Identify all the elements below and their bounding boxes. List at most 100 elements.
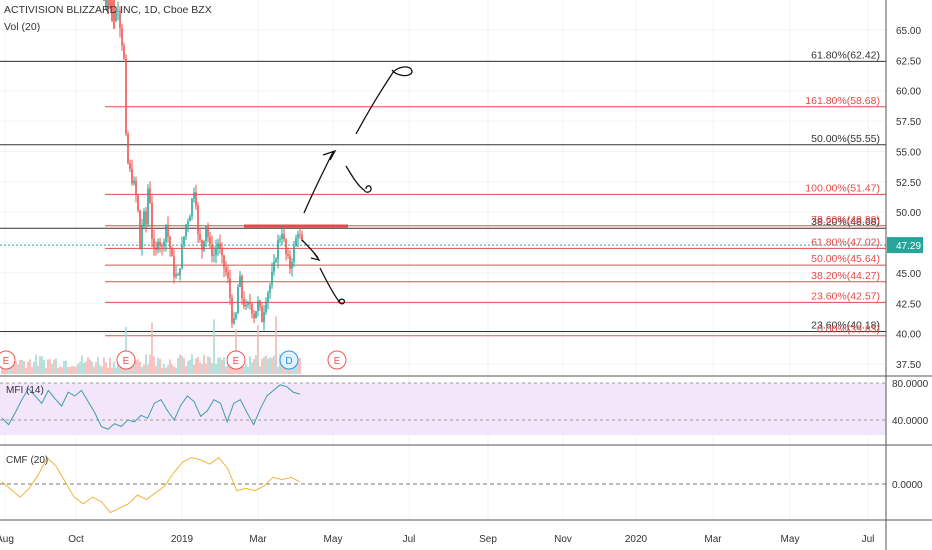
candle-body [283, 234, 285, 240]
cmf-series [0, 456, 886, 514]
volume-bar [91, 361, 93, 374]
candle-body [135, 180, 137, 195]
candle-body [243, 298, 245, 307]
candle-body [235, 313, 237, 319]
volume-bar [245, 363, 247, 374]
candle-body [287, 253, 289, 256]
volume-bar [219, 357, 221, 374]
hand-drawing [355, 73, 393, 135]
candle-body [277, 240, 279, 260]
volume-bar [37, 365, 39, 374]
volume-bar [167, 364, 169, 374]
candle-body [131, 168, 133, 184]
candle-body [207, 226, 209, 238]
candle-body [193, 192, 195, 199]
candle-body [121, 28, 123, 46]
volume-bar [287, 366, 289, 374]
volume-bar [63, 361, 65, 374]
event-marker[interactable]: E [0, 350, 16, 370]
event-marker-label: E [123, 356, 130, 367]
volume-bar [97, 357, 99, 374]
event-marker[interactable]: D [279, 350, 299, 370]
volume-bar [249, 356, 251, 374]
candle-body [291, 261, 293, 269]
volume-bar [165, 367, 167, 374]
candle-body [219, 243, 221, 249]
volume-bar [279, 354, 281, 374]
candle-body [245, 304, 247, 307]
time-tick-label: Sep [479, 534, 497, 545]
volume-bar [19, 360, 21, 374]
candle-body [197, 205, 199, 234]
fib-label: 61.80%(47.02) [811, 236, 880, 248]
cmf-label: CMF (20) [6, 455, 49, 466]
volume-bar [265, 355, 267, 374]
candle-body [177, 274, 179, 276]
event-marker-label: D [285, 356, 292, 367]
mfi-band [0, 383, 886, 435]
candle-body [167, 224, 169, 237]
candle-body [127, 134, 129, 164]
volume-bar [291, 366, 293, 374]
price-tick-label: 40.00 [896, 330, 921, 341]
event-marker-label: E [233, 356, 240, 367]
volume-bar [209, 357, 211, 374]
volume-bar [203, 354, 205, 374]
candle-body [111, 0, 113, 22]
volume-bar [29, 359, 31, 374]
volume-bar [247, 366, 249, 374]
fib-label: 161.80%(58.68) [805, 95, 880, 107]
candle-body [295, 238, 297, 246]
candle-body [107, 0, 109, 14]
volume-bar [215, 363, 217, 374]
volume-bar [31, 366, 33, 374]
volume-bar [233, 365, 235, 374]
candle-body [113, 0, 115, 29]
candle-body [129, 163, 131, 169]
volume-bar [229, 365, 231, 374]
volume-bar [179, 354, 181, 374]
hand-drawing [345, 165, 372, 193]
candle-body [239, 275, 241, 287]
volume-bar [133, 356, 135, 374]
candle-body [273, 261, 275, 272]
time-tick-label: 2020 [625, 534, 648, 545]
volume-bar [223, 356, 225, 374]
volume-bar [103, 357, 105, 374]
candle-body [225, 267, 227, 273]
volume-bar [241, 367, 243, 374]
volume-bar [261, 358, 263, 374]
candle-body [217, 243, 219, 250]
candle-body [161, 245, 163, 247]
volume-bar [275, 316, 277, 374]
candle-body [269, 285, 271, 293]
price-tick-label: 45.00 [896, 269, 921, 280]
volume-bar [13, 361, 15, 374]
mfi-line [1, 384, 301, 430]
candle-body [227, 272, 229, 279]
candle-body [139, 210, 141, 250]
last-price-label: 47.29 [896, 241, 921, 252]
candle-body [181, 245, 183, 269]
price-tick-label: 42.50 [896, 299, 921, 310]
volume-bar [43, 360, 45, 374]
price-tick-label: 50.00 [896, 208, 921, 219]
volume-bar [157, 357, 159, 374]
volume-bar [75, 366, 77, 374]
candle-body [211, 244, 213, 256]
volume-bar [15, 361, 17, 374]
candle-body [233, 318, 235, 324]
candle-body [247, 302, 249, 305]
volume-bar [297, 358, 299, 374]
volume-bar [199, 362, 201, 374]
event-marker-label: E [334, 356, 341, 367]
hand-drawing [303, 151, 334, 214]
event-marker-circle [279, 350, 299, 370]
event-marker[interactable]: E [327, 350, 347, 370]
volume-bar [201, 363, 203, 374]
event-marker[interactable]: E [116, 350, 136, 370]
event-marker-circle [0, 350, 16, 370]
event-marker[interactable]: E [226, 350, 246, 370]
